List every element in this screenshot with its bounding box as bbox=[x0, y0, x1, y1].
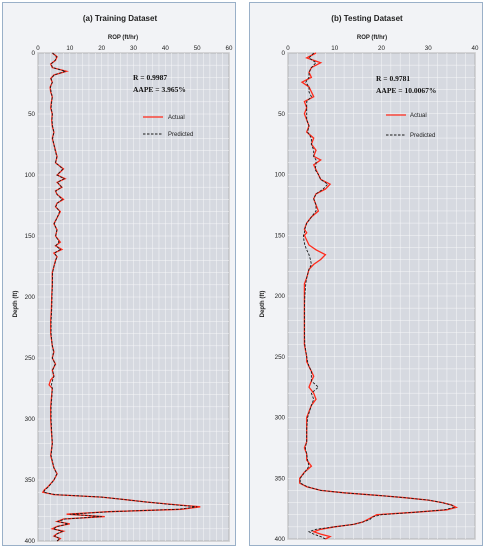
predicted-series-line bbox=[299, 52, 455, 540]
x-tick-label: 60 bbox=[226, 45, 233, 52]
training-panel: (a) Training Dataset ROP (ft/hr) Depth (… bbox=[2, 2, 236, 546]
chart-title: (b) Testing Dataset bbox=[331, 14, 403, 23]
predicted-series-line bbox=[43, 52, 198, 542]
y-tick-label: 50 bbox=[278, 111, 285, 118]
x-axis-label: ROP (ft/hr) bbox=[357, 35, 387, 41]
r-value: R = 0.9781 bbox=[376, 74, 410, 83]
x-axis-label: ROP (ft/hr) bbox=[108, 35, 138, 41]
y-tick-label: 0 bbox=[282, 50, 286, 57]
y-tick-label: 350 bbox=[25, 477, 36, 484]
aape-value: AAPE = 3.965% bbox=[133, 85, 186, 94]
x-tick-label: 30 bbox=[130, 45, 137, 52]
y-tick-label: 300 bbox=[275, 415, 286, 422]
y-tick-label: 50 bbox=[28, 111, 35, 118]
x-tick-label: 40 bbox=[472, 45, 479, 52]
x-tick-label: 0 bbox=[36, 45, 40, 52]
y-tick-label: 250 bbox=[25, 355, 36, 362]
x-tick-label: 40 bbox=[162, 45, 169, 52]
y-tick-label: 100 bbox=[25, 172, 36, 179]
x-tick-label: 10 bbox=[331, 45, 338, 52]
y-tick-label: 400 bbox=[25, 538, 36, 545]
r-value: R = 0.9987 bbox=[133, 73, 167, 82]
testing-chart: (b) Testing Dataset ROP (ft/hr) Depth (f… bbox=[260, 14, 479, 543]
legend-predicted-label: Predicted bbox=[410, 133, 435, 139]
y-tick-label: 150 bbox=[275, 232, 286, 239]
y-tick-label: 250 bbox=[275, 354, 286, 361]
training-chart: (a) Training Dataset ROP (ft/hr) Depth (… bbox=[13, 14, 233, 545]
y-axis-label: Depth (ft) bbox=[260, 291, 266, 318]
legend-actual-label: Actual bbox=[410, 113, 427, 119]
y-tick-label: 100 bbox=[275, 172, 286, 179]
x-tick-label: 20 bbox=[98, 45, 105, 52]
testing-panel: (b) Testing Dataset ROP (ft/hr) Depth (f… bbox=[249, 2, 483, 546]
legend-actual-label: Actual bbox=[168, 115, 185, 121]
y-tick-label: 350 bbox=[275, 475, 286, 482]
y-tick-label: 400 bbox=[275, 536, 286, 543]
y-axis-label: Depth (ft) bbox=[13, 291, 19, 318]
x-tick-label: 30 bbox=[425, 45, 432, 52]
y-tick-label: 200 bbox=[275, 293, 286, 300]
y-tick-label: 300 bbox=[25, 416, 36, 423]
x-tick-label: 0 bbox=[286, 45, 290, 52]
x-tick-label: 10 bbox=[66, 45, 73, 52]
y-tick-label: 0 bbox=[32, 50, 36, 57]
legend-predicted-label: Predicted bbox=[168, 132, 193, 138]
x-tick-label: 50 bbox=[194, 45, 201, 52]
x-tick-label: 20 bbox=[378, 45, 385, 52]
y-tick-label: 200 bbox=[25, 294, 36, 301]
aape-value: AAPE = 10.0067% bbox=[376, 86, 436, 95]
chart-title: (a) Training Dataset bbox=[83, 14, 158, 23]
y-tick-label: 150 bbox=[25, 233, 36, 240]
